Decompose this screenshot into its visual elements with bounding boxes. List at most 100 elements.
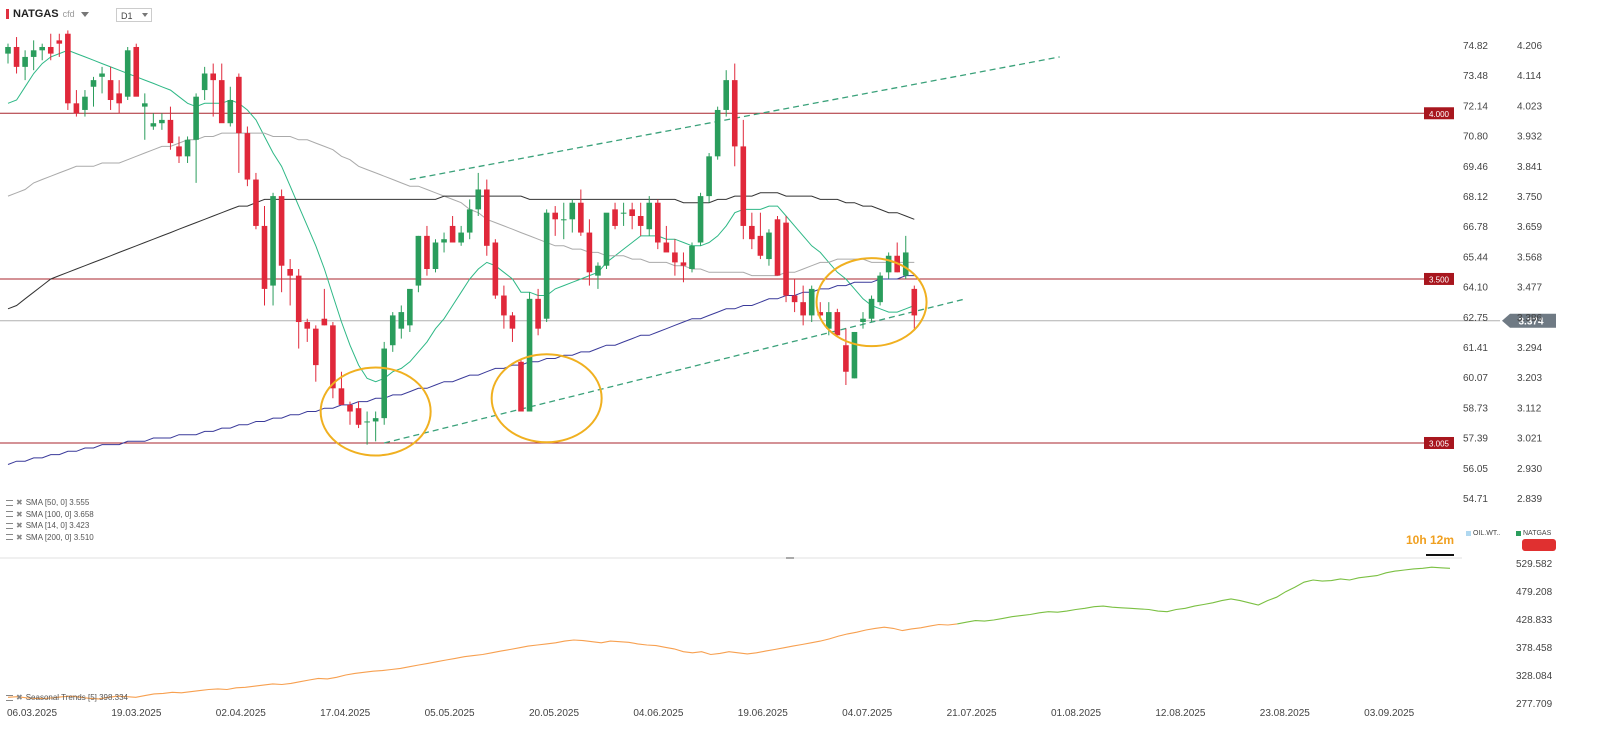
- sma-line: [7, 192, 915, 310]
- timeframe-select[interactable]: D1: [116, 8, 152, 22]
- candle-body: [689, 245, 695, 270]
- candle-body: [22, 56, 28, 67]
- candle-body: [278, 196, 285, 266]
- menu-icon[interactable]: [6, 534, 13, 541]
- level-price-label: 3.500: [1429, 275, 1450, 284]
- panel-resize-handle: [786, 557, 794, 559]
- close-icon[interactable]: ✖: [16, 521, 23, 530]
- price-axis-tick: 69.46: [1463, 162, 1488, 173]
- indicator-row[interactable]: ✖ SMA [200, 0] 3.510: [6, 532, 94, 544]
- candle-body: [646, 202, 653, 230]
- candle-body: [629, 209, 635, 216]
- mini-legend-natgas[interactable]: NATGAS: [1516, 530, 1551, 537]
- price-axis-tick: 70.80: [1463, 132, 1488, 143]
- symbol-suffix: cfd: [62, 9, 75, 19]
- candle-body: [637, 215, 644, 226]
- date-axis-tick: 05.05.2025: [425, 708, 475, 719]
- candle-body: [389, 315, 396, 346]
- close-icon[interactable]: ✖: [16, 509, 23, 519]
- menu-icon[interactable]: [6, 499, 13, 506]
- candle-body: [697, 196, 704, 243]
- indicator-row[interactable]: ✖ SMA [100, 0] 3.658: [6, 509, 94, 521]
- mini-legend-oil[interactable]: OIL.WT..: [1466, 530, 1500, 537]
- candle-body: [569, 202, 576, 220]
- price-axis-tick: 4.206: [1517, 41, 1542, 52]
- candle-body: [321, 318, 328, 326]
- price-axis-tick: 56.05: [1463, 464, 1488, 475]
- price-axis-tick: 62.75: [1463, 313, 1488, 324]
- candle-body: [82, 96, 88, 110]
- seasonal-legend[interactable]: ✖ Seasonal Trends [5] 398.334: [6, 693, 128, 702]
- candle-body: [535, 298, 541, 329]
- menu-icon[interactable]: [6, 694, 13, 701]
- candle-body: [90, 80, 97, 87]
- candle-body: [364, 421, 370, 423]
- highlight-ellipse: [490, 353, 603, 444]
- candle-body: [834, 312, 841, 336]
- symbol-header: NATGAS cfd: [6, 6, 89, 22]
- symbol-name[interactable]: NATGAS: [13, 8, 59, 20]
- seasonal-axis-tick: 378.458: [1516, 643, 1553, 654]
- candle-body: [47, 46, 54, 54]
- indicator-label: SMA [200, 0] 3.510: [25, 532, 94, 542]
- close-icon[interactable]: ✖: [16, 693, 23, 702]
- candle-body: [655, 202, 661, 243]
- candle-body: [680, 262, 687, 266]
- candle-body: [518, 361, 524, 412]
- candle-body: [475, 189, 482, 210]
- price-axis-tick: 3.659: [1517, 222, 1542, 233]
- seasonal-axis-tick: 328.084: [1516, 671, 1553, 682]
- date-axis-tick: 02.04.2025: [216, 708, 266, 719]
- candle-body: [714, 109, 721, 157]
- date-axis-tick: 06.03.2025: [7, 708, 57, 719]
- menu-icon[interactable]: [6, 511, 13, 518]
- indicator-row[interactable]: ✖ SMA [14, 0] 3.423: [6, 520, 94, 532]
- candle-body: [398, 312, 405, 329]
- candle-body: [586, 232, 593, 273]
- seasonal-line: [7, 623, 958, 700]
- close-icon[interactable]: ✖: [16, 532, 23, 542]
- candle-body: [39, 46, 45, 51]
- menu-icon[interactable]: [6, 522, 13, 529]
- indicator-row[interactable]: ✖ SMA [50, 0] 3.555: [6, 497, 94, 509]
- candle-body: [526, 298, 533, 412]
- price-axis-tick: 3.841: [1517, 162, 1542, 173]
- seasonal-axis-tick: 479.208: [1516, 587, 1553, 598]
- candle-body: [783, 222, 789, 296]
- candle-body: [295, 275, 302, 323]
- price-axis-tick: 3.568: [1517, 252, 1542, 263]
- candle-body: [492, 242, 499, 296]
- candle-body: [150, 123, 157, 127]
- candle-body: [159, 119, 165, 124]
- candle-body: [723, 80, 729, 110]
- seasonal-axis-tick: 428.833: [1516, 615, 1553, 626]
- sma-line: [7, 275, 915, 465]
- candle-type-icon[interactable]: [6, 9, 9, 19]
- candle-body: [902, 252, 909, 276]
- price-axis-tick: 2.839: [1517, 494, 1542, 505]
- candle-body: [543, 212, 550, 319]
- indicator-label: SMA [50, 0] 3.555: [25, 498, 90, 507]
- sell-button[interactable]: [1522, 539, 1556, 551]
- candle-body: [603, 212, 610, 266]
- price-axis-tick: 66.78: [1463, 222, 1488, 233]
- date-axis-tick: 21.07.2025: [947, 708, 997, 719]
- candle-body: [663, 242, 670, 253]
- candle-body: [766, 232, 772, 260]
- candle-body: [167, 119, 174, 144]
- level-price-tag: [1424, 107, 1454, 120]
- candle-body: [304, 322, 311, 329]
- candle-body: [458, 232, 464, 243]
- candle-body: [330, 325, 336, 389]
- price-axis-tick: 3.750: [1517, 192, 1542, 203]
- candle-body: [826, 312, 832, 329]
- candle-body: [30, 50, 37, 57]
- candle-body: [466, 209, 473, 233]
- close-icon[interactable]: ✖: [16, 498, 23, 507]
- symbol-dropdown-icon[interactable]: [80, 11, 89, 17]
- indicator-label: SMA [14, 0] 3.423: [25, 521, 90, 530]
- candle-body: [441, 239, 447, 243]
- candle-body: [578, 202, 584, 233]
- color-swatch-icon: [1516, 531, 1521, 536]
- seasonal-line: [957, 566, 1451, 625]
